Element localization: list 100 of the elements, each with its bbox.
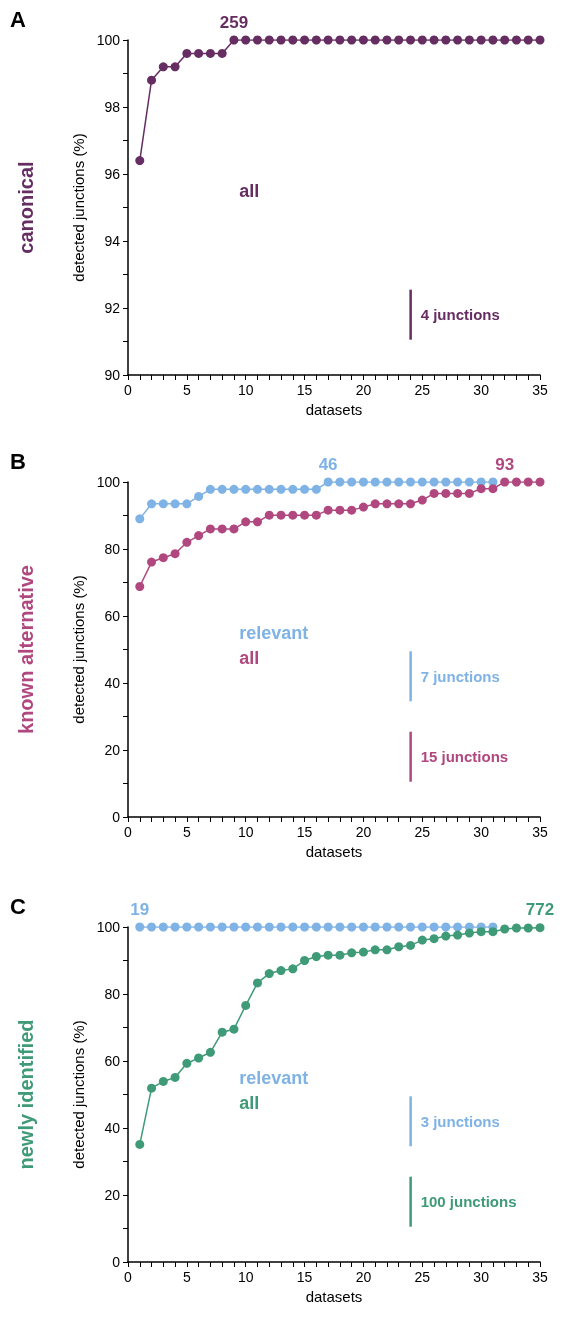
point — [276, 35, 286, 45]
y-tick-label: 90 — [104, 367, 121, 383]
text: all — [239, 1092, 260, 1113]
point — [500, 477, 510, 487]
point — [323, 35, 333, 45]
y-tick-label: 20 — [104, 742, 121, 758]
annotation: 46 — [318, 455, 338, 474]
point — [158, 553, 168, 563]
point — [135, 922, 145, 932]
point — [300, 484, 310, 494]
x-tick-label: 35 — [532, 382, 548, 398]
x-tick-label: 20 — [355, 382, 372, 398]
point — [252, 35, 262, 45]
y-tick-label: 60 — [104, 608, 121, 624]
x-tick-label: 5 — [182, 1269, 191, 1285]
point — [476, 927, 486, 937]
point — [135, 514, 145, 524]
point — [535, 477, 545, 487]
point — [335, 35, 345, 45]
point — [441, 931, 451, 941]
point — [394, 477, 404, 487]
point — [205, 484, 215, 494]
point — [158, 1076, 168, 1086]
point — [453, 35, 463, 45]
point — [276, 484, 286, 494]
point — [311, 510, 321, 520]
point — [170, 62, 180, 72]
point — [500, 924, 510, 934]
point — [311, 922, 321, 932]
point — [476, 484, 486, 494]
text: all — [239, 180, 260, 201]
point — [453, 922, 463, 932]
chart-subtitle: B — [10, 448, 26, 474]
point — [194, 531, 204, 541]
x-tick-label: 30 — [473, 1269, 490, 1285]
point — [323, 505, 333, 515]
point — [288, 35, 298, 45]
point — [241, 1000, 251, 1010]
point — [394, 942, 404, 952]
point — [252, 484, 262, 494]
point — [382, 35, 392, 45]
point — [441, 922, 451, 932]
point — [441, 477, 451, 487]
x-tick-label: 25 — [414, 1269, 431, 1285]
x-tick-label: 35 — [532, 824, 548, 840]
point — [264, 484, 274, 494]
point — [170, 499, 180, 509]
annotation: 4 junctions — [420, 306, 500, 324]
x-tick-label: 25 — [414, 382, 431, 398]
point — [429, 488, 439, 498]
point — [370, 499, 380, 509]
x-tick-label: 0 — [124, 1269, 133, 1285]
point — [194, 922, 204, 932]
text: relevant — [239, 1067, 309, 1088]
x-tick-label: 5 — [182, 382, 191, 398]
point — [252, 978, 262, 988]
point — [370, 35, 380, 45]
point — [217, 48, 227, 58]
point — [453, 930, 463, 940]
point — [476, 35, 486, 45]
point — [288, 964, 298, 974]
point — [276, 922, 286, 932]
point — [158, 499, 168, 509]
annotation: 19 — [130, 900, 150, 919]
point — [417, 922, 427, 932]
x-tick-label: 30 — [473, 382, 490, 398]
point — [417, 35, 427, 45]
chart-subtitle: C — [10, 893, 26, 919]
point — [382, 922, 392, 932]
point — [170, 922, 180, 932]
point — [406, 499, 416, 509]
point — [347, 35, 357, 45]
x-tick-label: 10 — [237, 824, 254, 840]
point — [429, 934, 439, 944]
y-tick-label: 40 — [104, 675, 121, 691]
point — [382, 477, 392, 487]
point — [182, 48, 192, 58]
point — [135, 582, 145, 592]
y-tick-label: 100 — [96, 474, 121, 490]
point — [323, 950, 333, 960]
point — [441, 488, 451, 498]
point — [264, 969, 274, 979]
point — [241, 35, 251, 45]
point — [417, 935, 427, 945]
point — [406, 35, 416, 45]
point — [311, 484, 321, 494]
point — [429, 477, 439, 487]
point — [311, 35, 321, 45]
point — [217, 484, 227, 494]
point — [382, 499, 392, 509]
point — [264, 922, 274, 932]
chart-subtitle: A — [10, 6, 26, 32]
x-tick-label: 20 — [355, 1269, 372, 1285]
point — [252, 922, 262, 932]
point — [288, 922, 298, 932]
point — [394, 35, 404, 45]
point — [335, 505, 345, 515]
y-axis-title: detected junctions (%) — [69, 575, 87, 724]
point — [406, 940, 416, 950]
point — [335, 950, 345, 960]
